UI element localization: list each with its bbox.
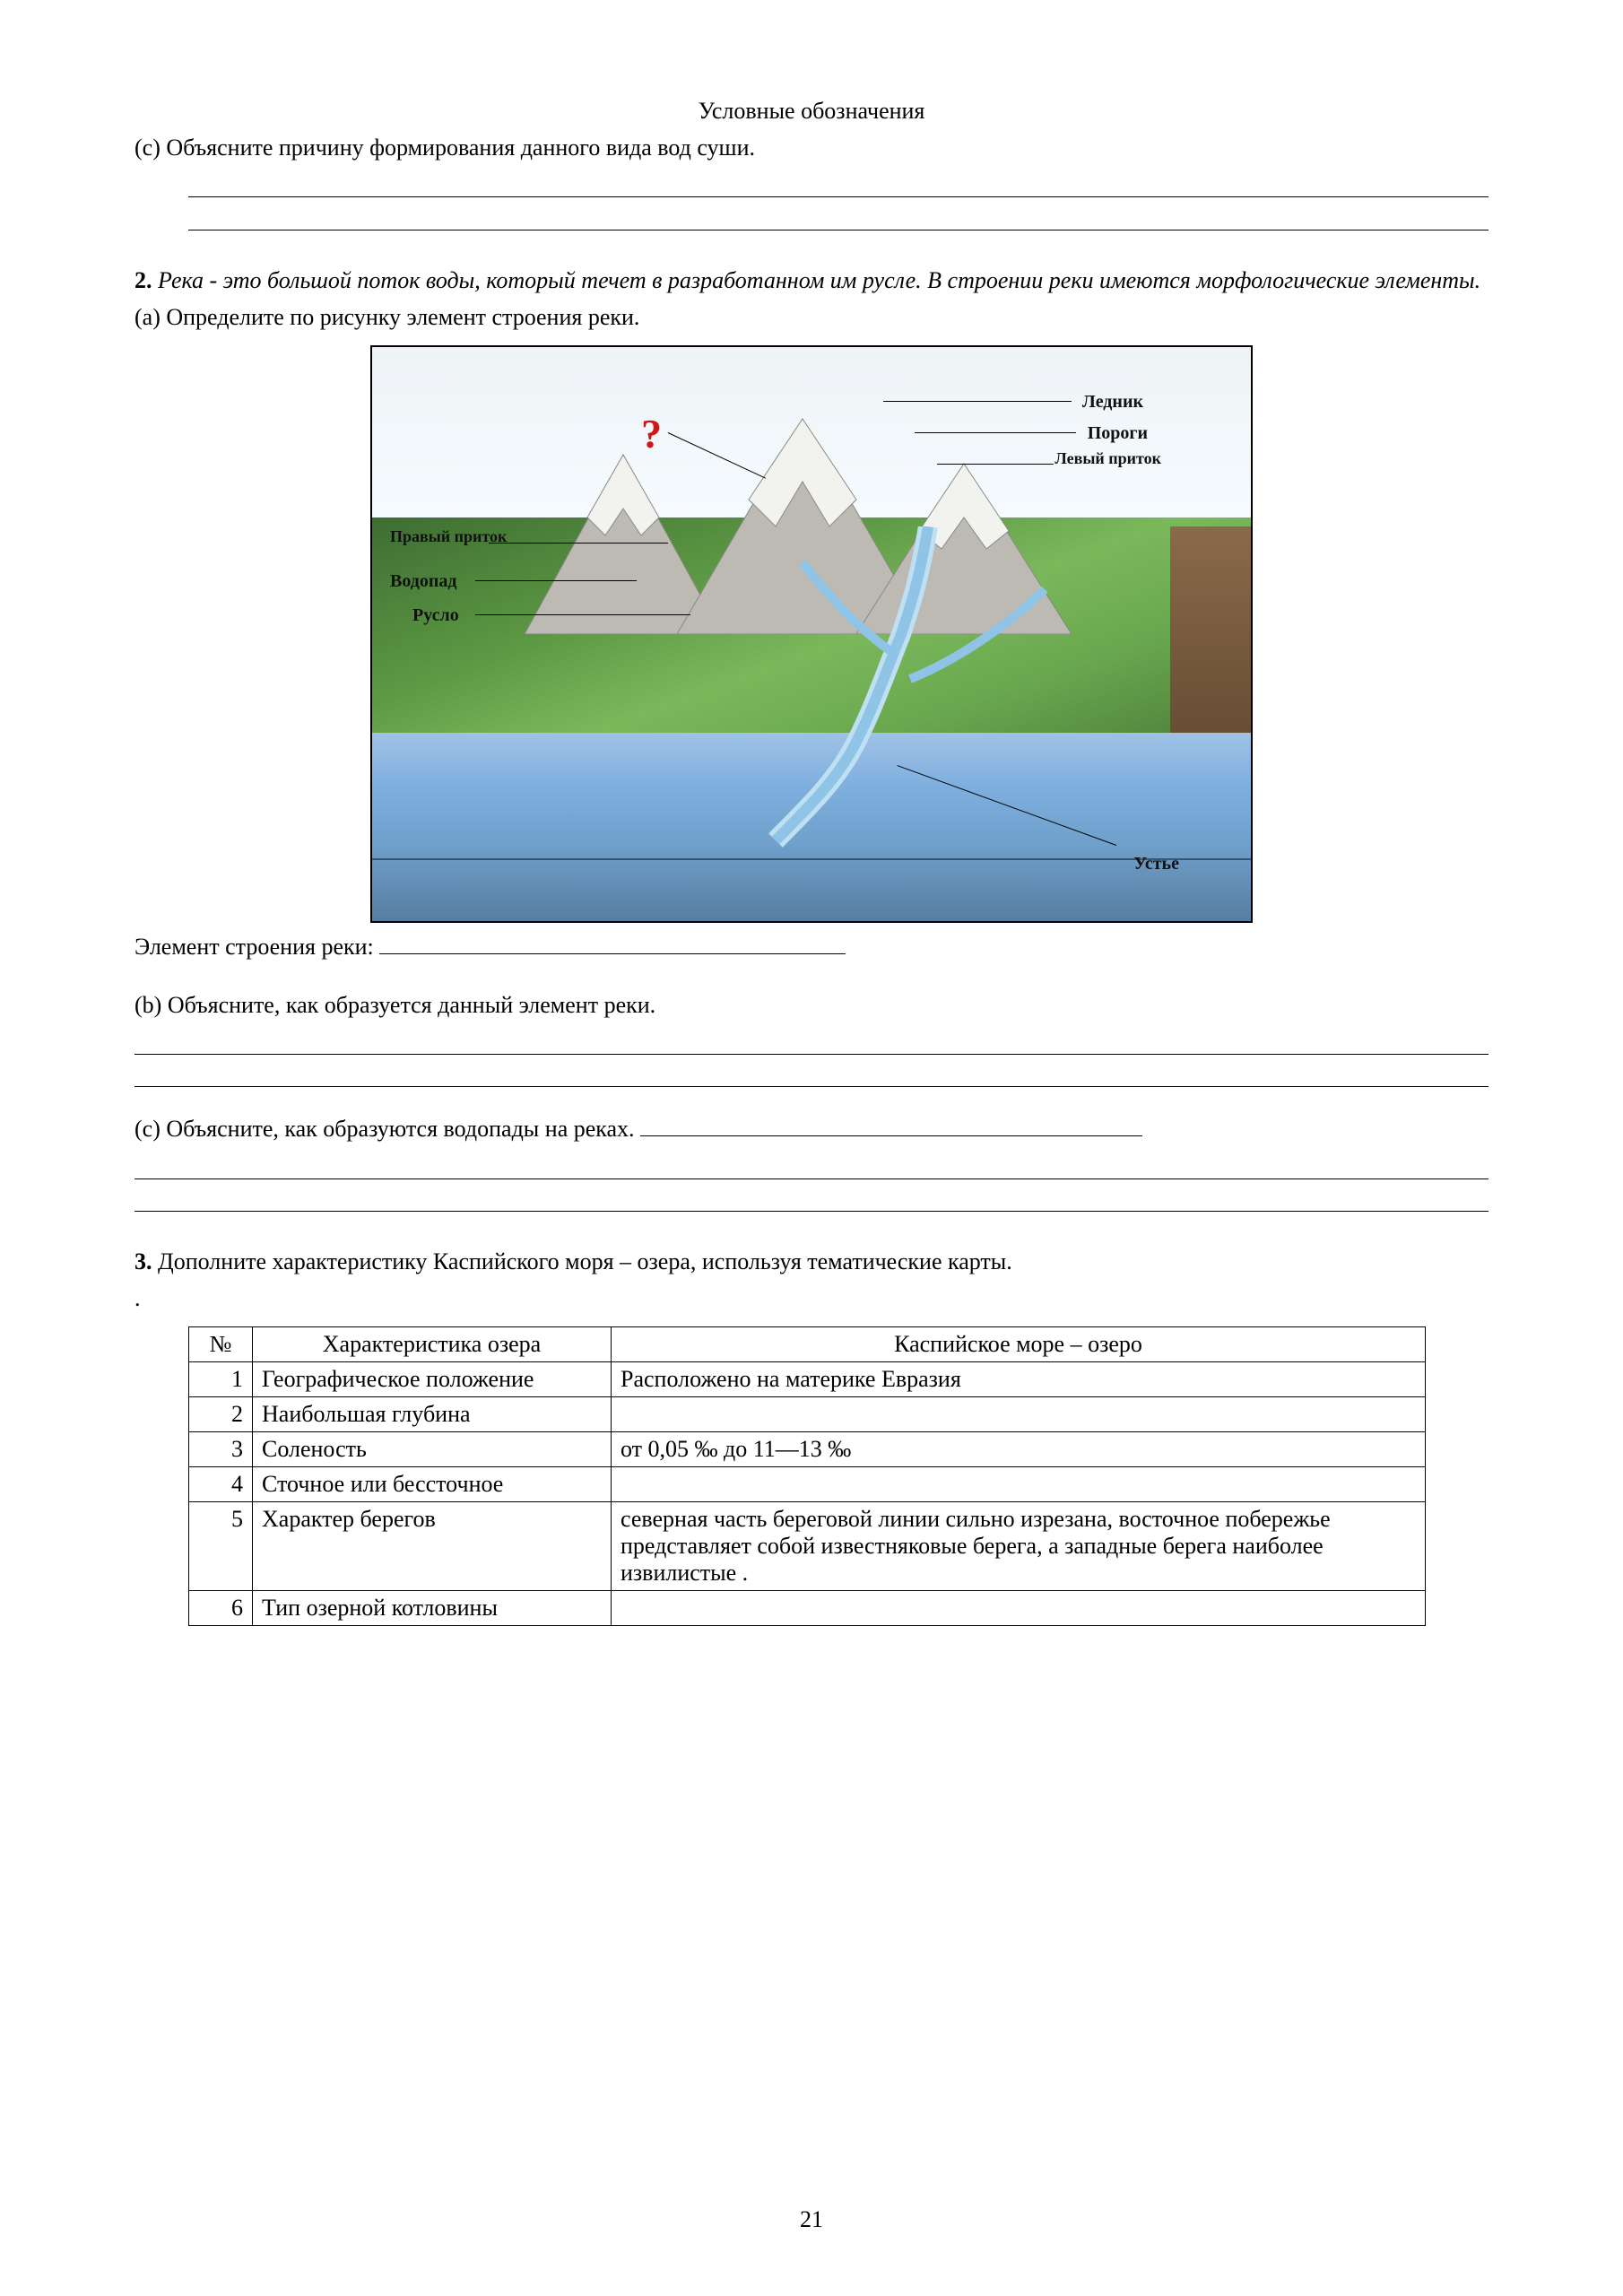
diagram-river — [749, 526, 1125, 849]
table-header-val: Каспийское море – озеро — [612, 1326, 1426, 1361]
table-row: 1 Географическое положение Расположено н… — [189, 1361, 1426, 1396]
blank-line — [135, 1183, 1488, 1212]
question-3: 3. Дополните характеристику Каспийского … — [135, 1246, 1488, 1277]
cell-char: Тип озерной котловины — [253, 1590, 612, 1625]
pointer-line — [489, 543, 668, 544]
cell-num: 1 — [189, 1361, 253, 1396]
pointer-line — [883, 401, 1072, 402]
river-element-fill: Элемент строения реки: — [135, 930, 1488, 962]
pointer-line — [937, 464, 1054, 465]
cell-val — [612, 1590, 1426, 1625]
table-row: 5 Характер берегов северная часть берего… — [189, 1501, 1426, 1590]
question-2-number: 2. — [135, 267, 152, 293]
blank-line — [135, 1150, 1488, 1178]
question-3-text: Дополните характеристику Каспийского мор… — [158, 1248, 1012, 1274]
diagram-seabed-line — [372, 858, 1251, 860]
caspian-table: № Характеристика озера Каспийское море –… — [188, 1326, 1426, 1626]
table-header-num: № — [189, 1326, 253, 1361]
cell-val: Расположено на материке Евразия — [612, 1361, 1426, 1396]
label-lednik: Ледник — [1082, 392, 1143, 413]
question-2c-text: (c) Объясните, как образуются водопады н… — [135, 1116, 635, 1142]
blank-line — [135, 1026, 1488, 1055]
cell-num: 2 — [189, 1396, 253, 1431]
blank-inline — [379, 930, 846, 954]
cell-num: 6 — [189, 1590, 253, 1625]
blank-inline — [640, 1112, 1142, 1136]
table-header-char: Характеристика озера — [253, 1326, 612, 1361]
page-number: 21 — [0, 2206, 1623, 2233]
river-element-label: Элемент строения реки: — [135, 934, 374, 960]
cell-num: 4 — [189, 1466, 253, 1501]
pointer-line — [475, 614, 690, 615]
stray-period: . — [135, 1283, 1488, 1314]
river-diagram: ? Ледник Пороги Левый приток Правый прит… — [370, 345, 1253, 923]
label-ruslo: Русло — [412, 605, 459, 626]
diagram-question-mark: ? — [641, 410, 662, 457]
table-row: 2 Наибольшая глубина — [189, 1396, 1426, 1431]
cell-char: Сточное или бессточное — [253, 1466, 612, 1501]
pointer-line — [475, 580, 637, 581]
cell-val — [612, 1466, 1426, 1501]
table-row: 6 Тип озерной котловины — [189, 1590, 1426, 1625]
question-2-intro: 2. Река - это большой поток воды, которы… — [135, 265, 1488, 296]
cell-char: Характер берегов — [253, 1501, 612, 1590]
question-c-text: (c) Объясните причину формирования данно… — [135, 132, 1488, 163]
cell-val: от 0,05 ‰ до 11—13 ‰ — [612, 1431, 1426, 1466]
label-porogi: Пороги — [1088, 423, 1148, 444]
page-title: Условные обозначения — [135, 95, 1488, 126]
question-2b-text: (b) Объясните, как образуется данный эле… — [135, 989, 1488, 1021]
cell-char: Наибольшая глубина — [253, 1396, 612, 1431]
blank-line — [188, 201, 1488, 230]
label-levyi-pritok: Левый приток — [1055, 450, 1161, 466]
table-header-row: № Характеристика озера Каспийское море –… — [189, 1326, 1426, 1361]
question-2-intro-text: Река - это большой поток воды, который т… — [158, 267, 1480, 293]
question-3-number: 3. — [135, 1248, 152, 1274]
cell-char: Географическое положение — [253, 1361, 612, 1396]
cell-num: 5 — [189, 1501, 253, 1590]
blank-line — [135, 1058, 1488, 1087]
table-row: 3 Соленость от 0,05 ‰ до 11—13 ‰ — [189, 1431, 1426, 1466]
blank-line — [188, 169, 1488, 197]
label-vodopad: Водопад — [390, 571, 457, 592]
cell-val — [612, 1396, 1426, 1431]
pointer-line — [915, 432, 1076, 433]
cell-char: Соленость — [253, 1431, 612, 1466]
cell-val: северная часть береговой линии сильно из… — [612, 1501, 1426, 1590]
question-2c-line: (c) Объясните, как образуются водопады н… — [135, 1112, 1488, 1144]
table-row: 4 Сточное или бессточное — [189, 1466, 1426, 1501]
cell-num: 3 — [189, 1431, 253, 1466]
question-2a-text: (a) Определите по рисунку элемент строен… — [135, 301, 1488, 333]
label-ustie: Устье — [1133, 854, 1179, 874]
